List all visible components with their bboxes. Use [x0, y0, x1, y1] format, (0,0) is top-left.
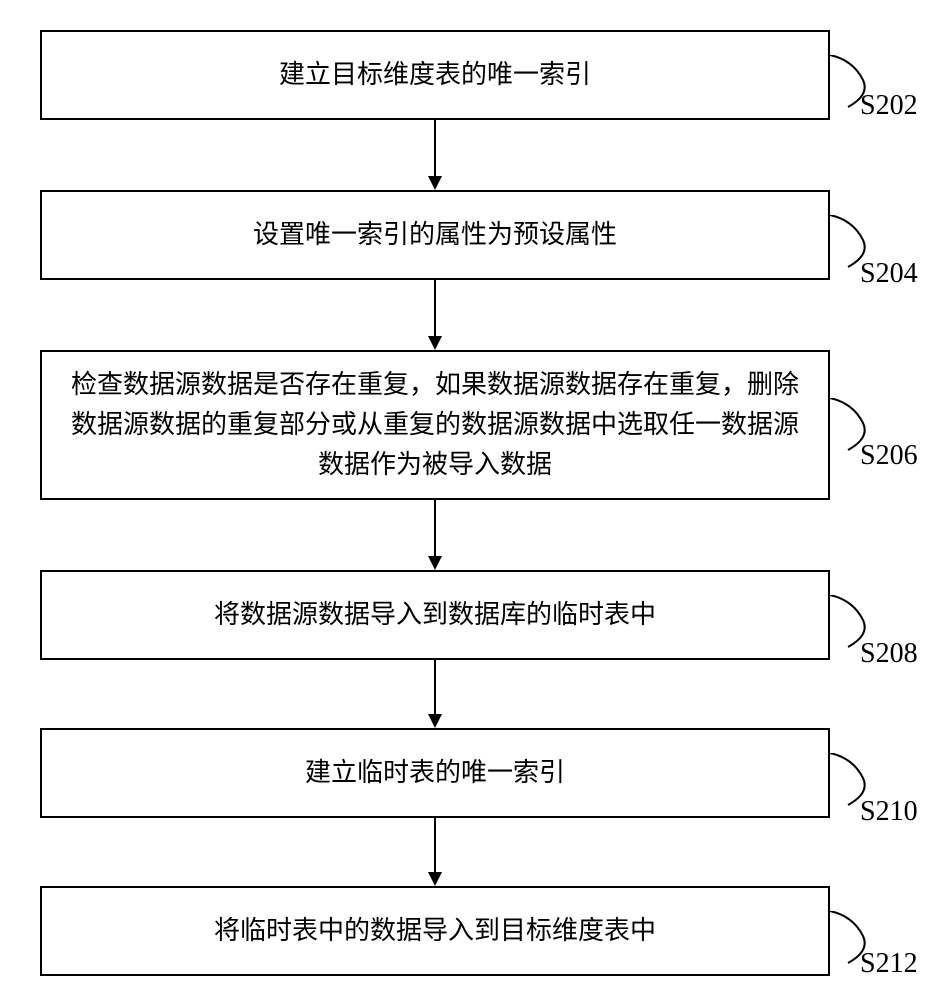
step-box: 建立临时表的唯一索引 [40, 728, 830, 818]
step-label: S212 [860, 948, 918, 980]
flow-arrow [425, 500, 445, 572]
step-label: S210 [860, 796, 918, 828]
step-label: S206 [860, 440, 918, 472]
step-text: 设置唯一索引的属性为预设属性 [253, 215, 617, 255]
step-box: 设置唯一索引的属性为预设属性 [40, 190, 830, 280]
step-box: 将临时表中的数据导入到目标维度表中 [40, 886, 830, 976]
step-box: 建立目标维度表的唯一索引 [40, 30, 830, 120]
step-label: S208 [860, 638, 918, 670]
step-text: 建立临时表的唯一索引 [305, 753, 565, 793]
flow-arrow [425, 818, 445, 888]
flowchart-canvas: 建立目标维度表的唯一索引 S202 设置唯一索引的属性为预设属性 S204 检查… [0, 0, 939, 1000]
step-text: 检查数据源数据是否存在重复，如果数据源数据存在重复，删除数据源数据的重复部分或从… [62, 365, 808, 486]
step-box: 将数据源数据导入到数据库的临时表中 [40, 570, 830, 660]
step-label: S202 [860, 90, 918, 122]
step-text: 将数据源数据导入到数据库的临时表中 [214, 595, 656, 635]
step-text: 将临时表中的数据导入到目标维度表中 [214, 911, 656, 951]
step-label: S204 [860, 258, 918, 290]
step-box: 检查数据源数据是否存在重复，如果数据源数据存在重复，删除数据源数据的重复部分或从… [40, 350, 830, 500]
step-text: 建立目标维度表的唯一索引 [279, 55, 591, 95]
flow-arrow [425, 660, 445, 730]
flow-arrow [425, 280, 445, 352]
flow-arrow [425, 120, 445, 192]
